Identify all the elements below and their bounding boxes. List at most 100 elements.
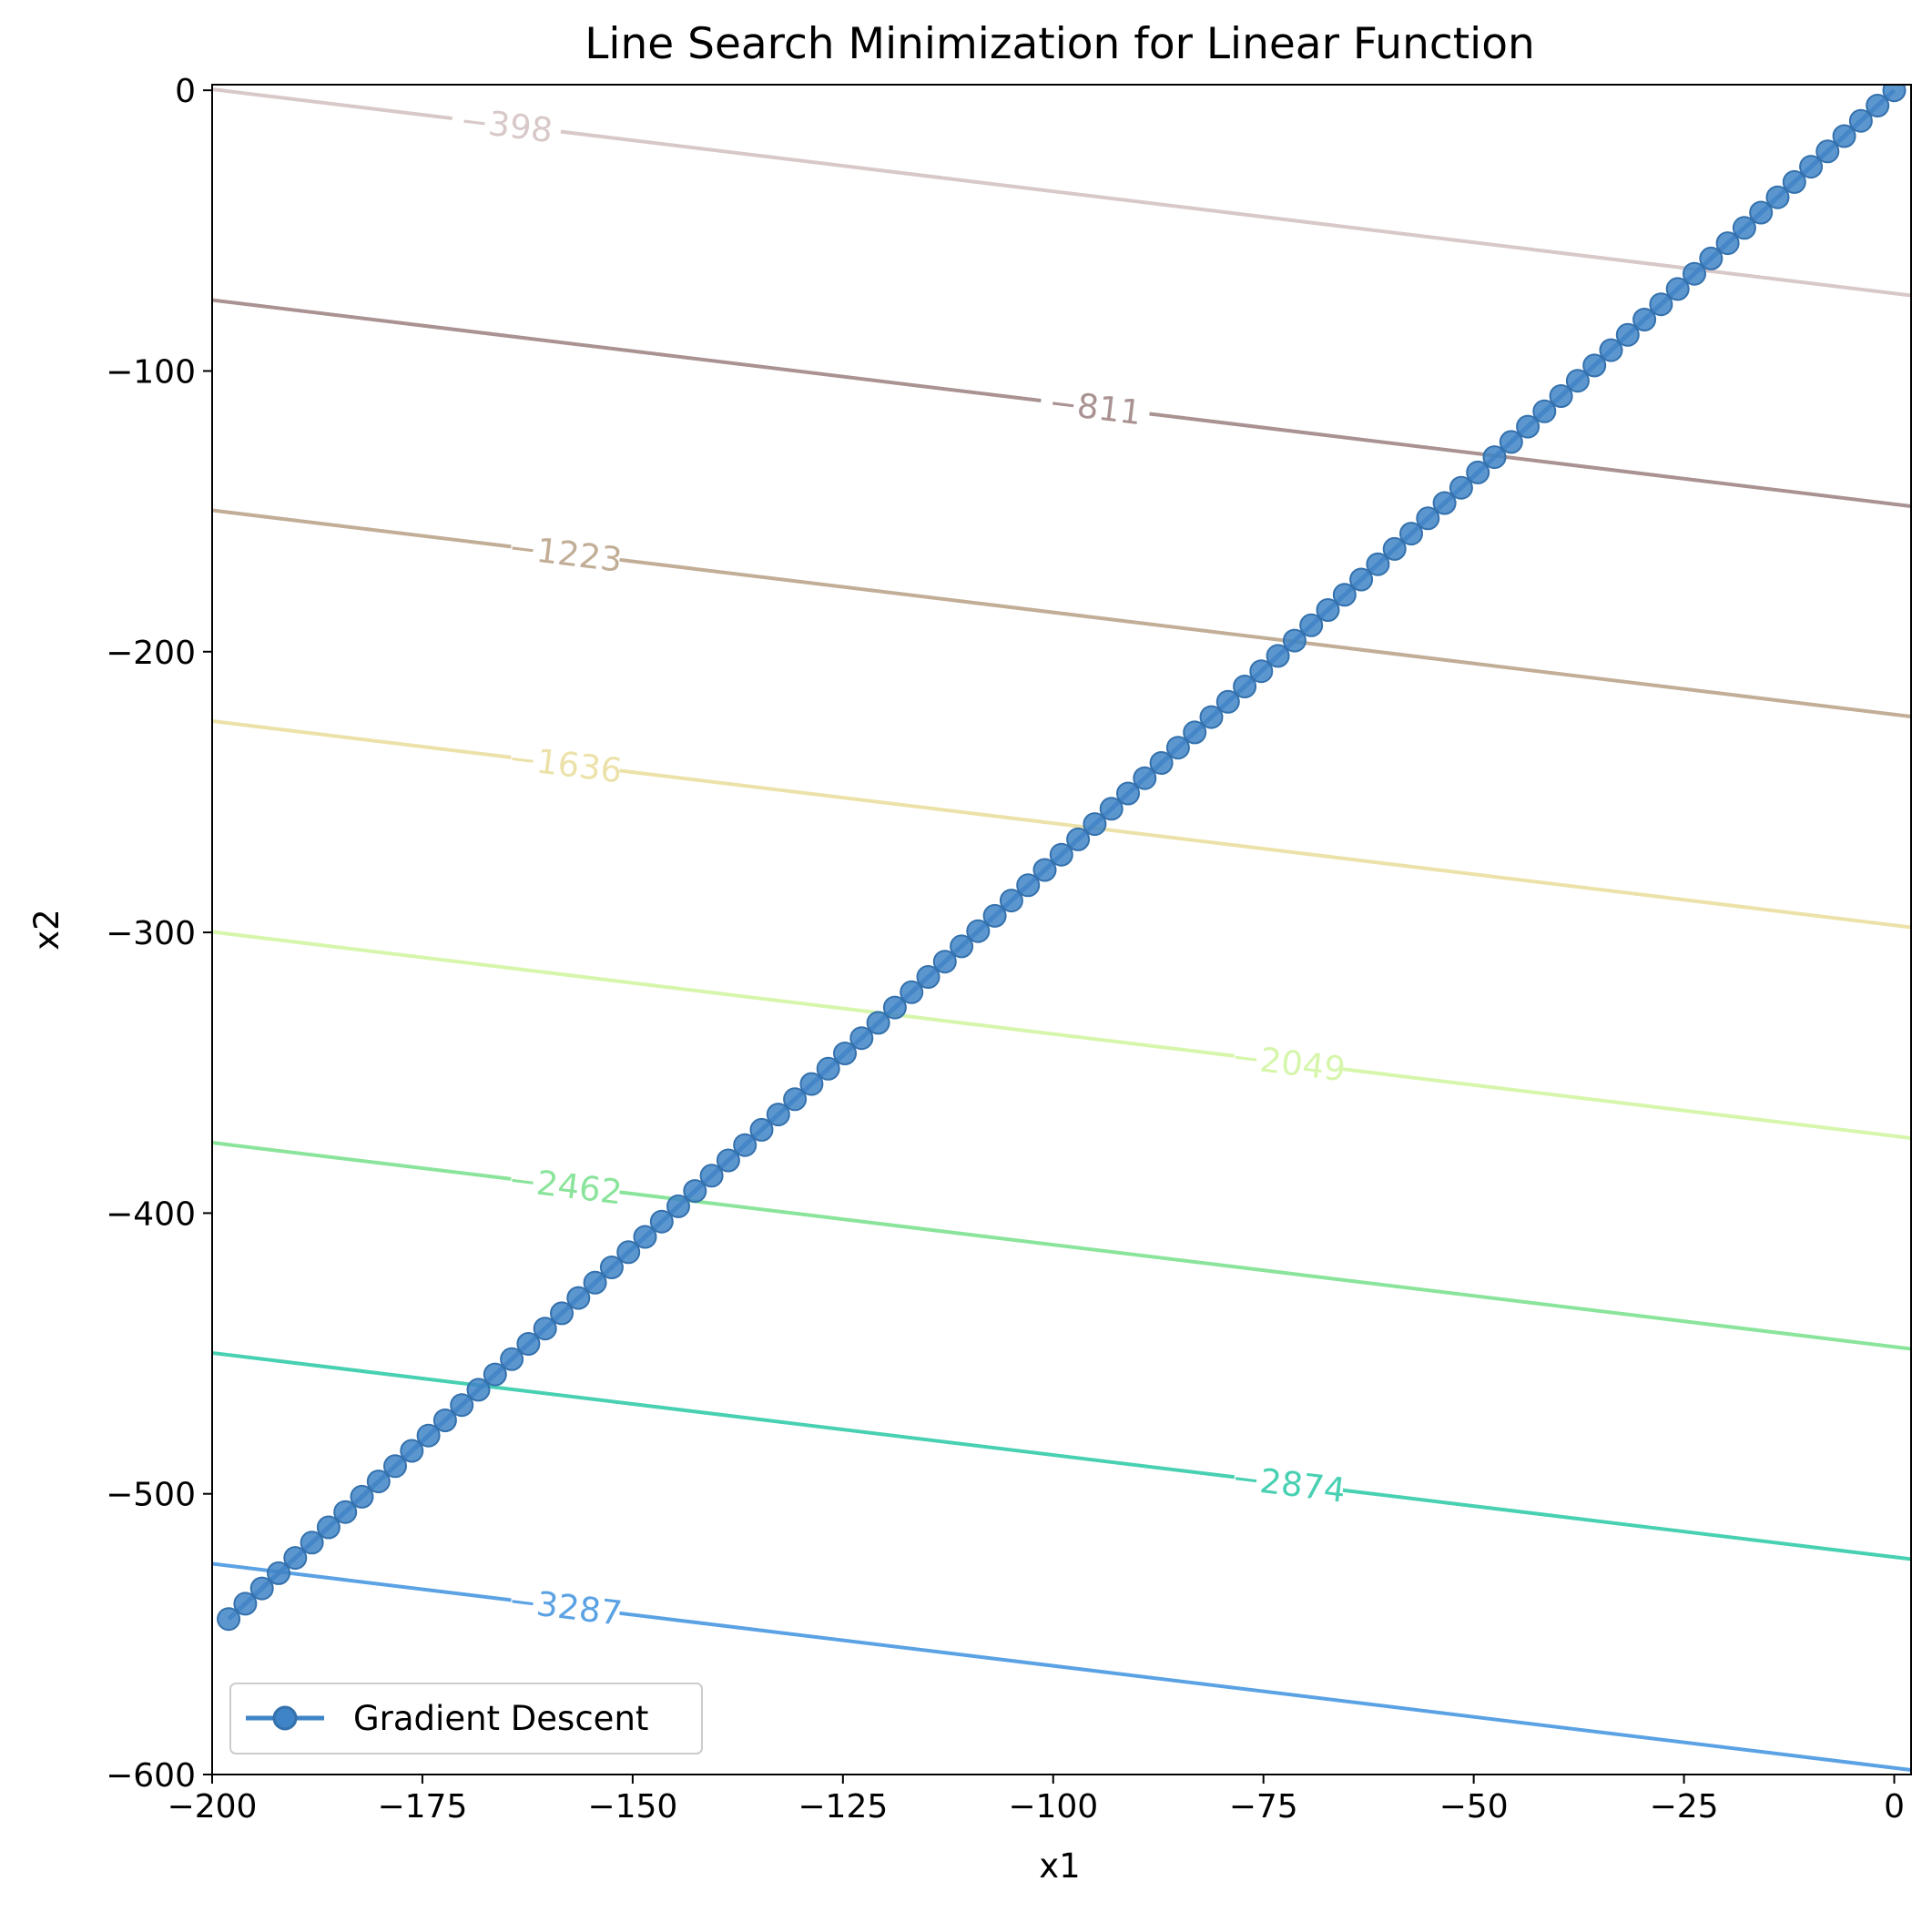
gradient-descent-point [950,934,974,959]
legend: Gradient Descent [229,1683,703,1754]
x-tick-label: −75 [1229,1788,1298,1826]
x-tick-label: −175 [377,1788,467,1826]
gradient-descent-point [1149,751,1174,775]
gradient-descent-point [1382,536,1407,561]
gradient-descent-point [316,1515,341,1540]
gradient-descent-point [400,1439,424,1463]
gradient-descent-point [1165,736,1190,760]
gradient-descent-point [616,1240,641,1265]
gradient-descent-point [849,1026,874,1051]
gradient-descent-point [783,1087,808,1112]
gradient-descent-point [566,1286,591,1310]
gradient-descent-point [1032,858,1057,882]
legend-series-marker [272,1705,298,1731]
gradient-descent-point [233,1592,258,1616]
gradient-descent-point [1299,613,1324,637]
gradient-descent-point [583,1270,607,1295]
gradient-descent-point [966,919,991,943]
gradient-descent-point [416,1423,441,1448]
gradient-descent-point [1066,827,1091,851]
gradient-descent-point [432,1409,457,1432]
gradient-descent-point [1632,308,1657,331]
gradient-descent-point [1665,277,1690,301]
x-tick-label: −50 [1439,1788,1509,1826]
x-tick-label: −200 [168,1788,258,1826]
contour-line [212,298,1042,403]
gradient-descent-point [766,1103,790,1127]
gradient-descent-point [1215,689,1240,714]
y-tick-label: −100 [106,353,196,391]
gradient-descent-point [1499,430,1523,454]
gradient-descent-point [1133,766,1157,790]
gradient-descent-point [1282,628,1307,653]
gradient-descent-point [1799,155,1824,179]
gradient-descent-point [1316,598,1340,622]
contour-line [212,87,452,121]
gradient-descent-point [466,1378,491,1402]
y-tick-label: −200 [106,635,196,672]
gradient-descent-point [1349,567,1374,592]
gradient-descent-point [1815,139,1840,164]
chart-title: Line Search Minimization for Linear Func… [585,19,1535,69]
gradient-descent-point [1183,720,1207,745]
contour-line [1149,412,1911,509]
gradient-descent-point [932,950,957,974]
gradient-descent-point [1649,292,1673,317]
y-axis: 0 −100 −200 −300 −400 −500 −600 [106,73,212,1795]
x-tick-label: −100 [1008,1788,1098,1826]
gradient-descent-point [749,1117,774,1142]
y-tick-label: 0 [175,73,196,110]
x-axis-label: x1 [1039,1846,1080,1886]
gradient-descent-point [1866,94,1890,117]
gradient-descent-point [599,1256,624,1279]
y-tick-label: −500 [106,1477,196,1514]
gradient-descent-point [1249,659,1274,684]
gradient-descent-point [1416,506,1440,531]
gradient-descent-point [683,1179,707,1204]
gradient-descent-point [699,1164,724,1188]
contour-line [619,1190,1911,1351]
contour-line [212,719,512,759]
gradient-descent-point [816,1056,840,1081]
x-axis: −200 −175 −150 −125 −100 −75 −50 −25 0 [168,1775,1905,1826]
gradient-descent-point [217,1607,241,1632]
gradient-descent-point [1582,353,1607,378]
gradient-descent-point [1565,369,1590,393]
contour-line [212,508,512,549]
x-tick-label: 0 [1884,1788,1905,1826]
contour-layer: −398−811−1223−1636−2049−2462−2874−3287 [212,87,1911,1772]
y-tick-label: −400 [106,1195,196,1233]
gradient-descent-point [982,903,1007,928]
contour-line [1342,1067,1911,1140]
plot-frame [211,84,1912,1775]
contour-line [619,557,1911,718]
gradient-descent-point [1782,169,1806,194]
gradient-descent-point [283,1546,308,1571]
gradient-descent-point [733,1133,758,1157]
gradient-descent-point [666,1194,690,1218]
series-layer [217,85,1907,1632]
gradient-descent-point [267,1561,290,1585]
gradient-descent-point [1848,108,1873,133]
x-tick-label: −150 [587,1788,677,1826]
gradient-descent-point [550,1301,574,1326]
contour-line [212,930,1235,1058]
gradient-descent-point [916,965,941,989]
gradient-descent-point [383,1454,407,1479]
gradient-descent-point [716,1148,740,1173]
contour-line [619,768,1911,930]
gradient-descent-point [300,1531,324,1555]
gradient-descent-point [500,1347,524,1371]
gradient-descent-point [1749,200,1774,225]
contour-line [212,1350,1235,1480]
contour-line [212,1561,512,1602]
x-tick-label: −125 [798,1788,888,1826]
gradient-descent-point [1615,322,1640,347]
gradient-descent-point [516,1332,541,1356]
gradient-descent-point [900,980,924,1004]
gradient-descent-point [366,1470,391,1494]
gradient-descent-point [1233,675,1257,698]
gradient-descent-point [1715,231,1740,256]
y-tick-label: −600 [106,1757,196,1795]
